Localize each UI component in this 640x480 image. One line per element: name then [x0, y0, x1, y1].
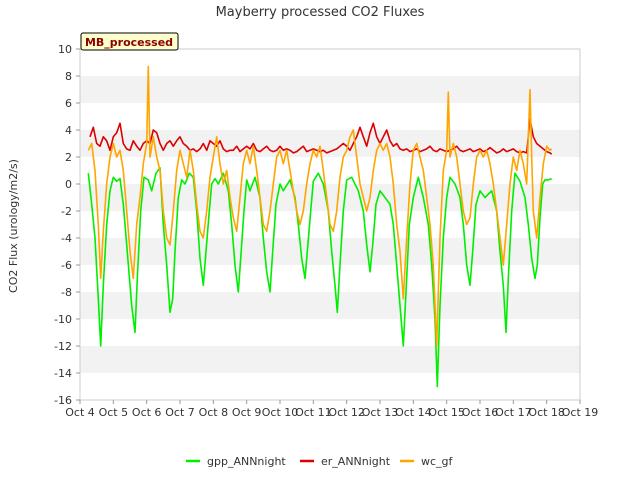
series-layer — [87, 65, 553, 388]
x-tick-label: Oct 19 — [562, 406, 599, 419]
y-tick-label: -8 — [61, 286, 72, 299]
x-tick-label: Oct 12 — [328, 406, 365, 419]
y-tick-label: -14 — [54, 367, 72, 380]
x-tick-label: Oct 9 — [232, 406, 262, 419]
x-tick-label: Oct 5 — [99, 406, 129, 419]
series-line-er_ANNnight — [89, 118, 553, 155]
grid-band — [80, 238, 580, 265]
y-tick-label: -4 — [61, 232, 72, 245]
y-tick-label: 2 — [65, 151, 72, 164]
x-tick-label: Oct 13 — [362, 406, 399, 419]
dataset-tag-text: MB_processed — [85, 36, 173, 49]
y-tick-label: -10 — [54, 313, 72, 326]
x-tick-label: Oct 4 — [65, 406, 95, 419]
y-axis-label: CO2 Flux (urology/m2/s) — [7, 159, 20, 293]
grid-band — [80, 76, 580, 103]
x-tick-label: Oct 16 — [462, 406, 499, 419]
series-line-wc_gf — [87, 65, 553, 347]
legend-label-er_ANNnight: er_ANNnight — [321, 455, 391, 468]
y-axis-ticks: 10 8 6 4 2 0 -2 -4 -6 -8 -10 -12 -14 -16 — [54, 43, 80, 407]
legend-label-gpp_ANNnight: gpp_ANNnight — [207, 455, 286, 468]
y-tick-label: 0 — [65, 178, 72, 191]
x-tick-label: Oct 14 — [395, 406, 432, 419]
chart-title: Mayberry processed CO2 Fluxes — [216, 5, 425, 20]
y-tick-label: 10 — [58, 43, 72, 56]
y-tick-label: -16 — [54, 394, 72, 407]
y-tick-label: -12 — [54, 340, 72, 353]
plot-area — [79, 48, 581, 401]
grid-band — [80, 184, 580, 211]
x-tick-label: Oct 10 — [262, 406, 299, 419]
x-axis-ticks: Oct 4 Oct 5 Oct 6 Oct 7 Oct 8 Oct 9 Oct 10Oct … — [65, 400, 598, 419]
y-tick-label: 8 — [65, 70, 72, 83]
grid-band — [80, 346, 580, 373]
plot-background-bands — [80, 76, 580, 373]
x-tick-label: Oct 17 — [495, 406, 532, 419]
x-tick-label: Oct 6 — [132, 406, 162, 419]
grid-band — [80, 292, 580, 319]
x-tick-label: Oct 11 — [295, 406, 332, 419]
y-tick-label: 4 — [65, 124, 72, 137]
x-tick-label: Oct 8 — [199, 406, 229, 419]
y-tick-label: 6 — [65, 97, 72, 110]
legend-label-wc_gf: wc_gf — [421, 455, 454, 468]
y-tick-label: -2 — [61, 205, 72, 218]
x-tick-label: Oct 7 — [165, 406, 195, 419]
x-tick-label: Oct 18 — [528, 406, 565, 419]
y-tick-label: -6 — [61, 259, 72, 272]
legend: gpp_ANNnight er_ANNnight wc_gf — [186, 455, 454, 468]
x-tick-label: Oct 15 — [428, 406, 465, 419]
dataset-tag: MB_processed — [80, 32, 179, 51]
